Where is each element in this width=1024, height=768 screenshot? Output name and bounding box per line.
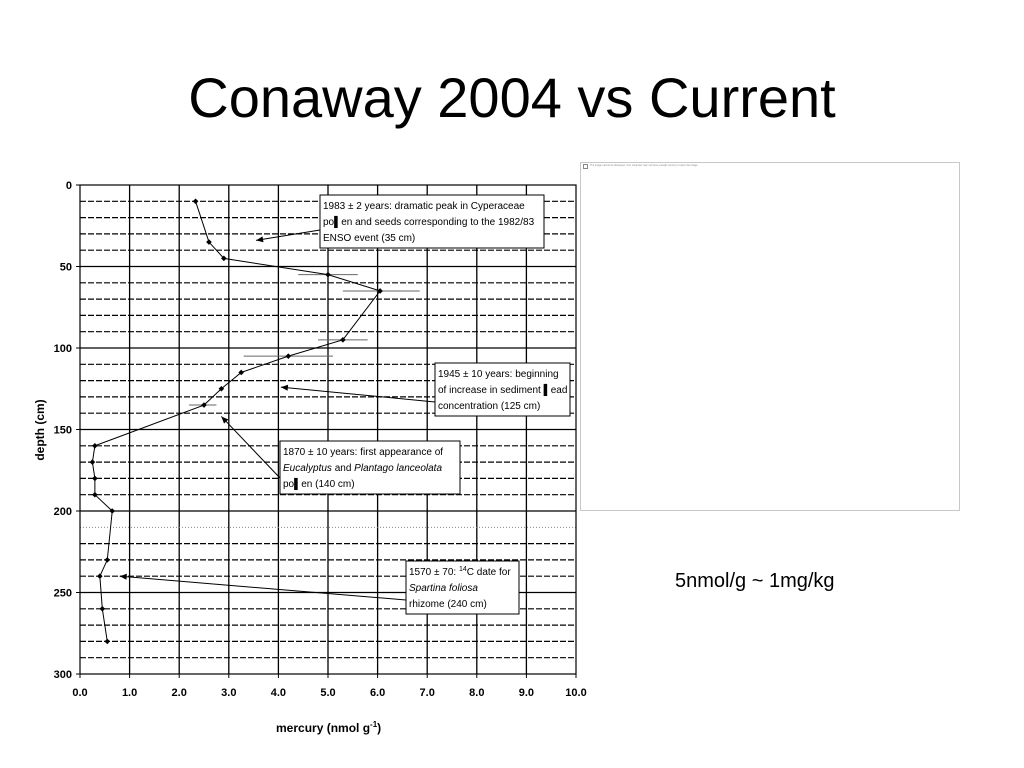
data-point [104,638,111,645]
x-axis-label-suffix: ) [377,721,381,735]
annotation-text-line: 1945 ± 10 years: beginning [438,369,559,380]
data-point [104,557,111,563]
broken-image-text: The image cannot be displayed. Your comp… [590,164,699,167]
ann-1570-annotation: 1570 ± 70: 14C date for Spartina foliosa r… [119,560,520,615]
annotation-box [434,362,571,417]
annotation-arrow-line [280,386,436,403]
y-tick-label: 300 [54,669,72,681]
annotation-text-line: of increase in sediment ▌ead [438,383,567,397]
annotation-text-line: 1570 ± 70: 14C date for [409,566,511,578]
annotation-superscript: 14 [459,566,467,573]
data-point [218,385,225,392]
x-tick-label: 0.0 [72,687,87,699]
data-point [340,337,346,343]
x-axis-label: mercury (nmol g-1) [276,720,381,735]
x-tick-label: 9.0 [519,687,534,699]
data-points [89,198,383,645]
y-axis-label: depth (cm) [33,399,47,460]
y-tick-label: 100 [54,343,72,355]
annotation-text-span: and [332,463,354,474]
data-point [99,606,106,612]
x-tick-label: 7.0 [420,687,435,699]
x-tick-label: 2.0 [172,687,187,699]
ann-1983-annotation: 1983 ± 2 years: dramatic peak in Cyperac… [255,194,545,249]
y-tick-label: 150 [54,425,72,437]
data-point [109,508,116,514]
annotation-box [319,194,545,249]
data-point [325,271,331,278]
axis-ticks: 0.0 1.0 2.0 3.0 4.0 5.0 6.0 7.0 8.0 9.0 10.0 0 50 100… [54,180,587,699]
x-tick-label: 1.0 [122,687,137,699]
data-point [92,491,98,498]
annotation-text-span: Plantago lanceolata [354,463,442,474]
annotation-text-line: po▌en and seeds corresponding to the 198… [323,215,535,229]
x-tick-label: 5.0 [320,687,335,699]
annotation-text-span: C date for [467,567,512,578]
annotation-text-line: concentration (125 cm) [438,401,540,412]
annotation-text-line: ENSO event (35 cm) [323,233,415,244]
data-point [285,353,292,359]
annotation-arrow-head [256,236,264,243]
y-tick-label: 50 [60,262,72,274]
ann-1945-annotation: 1945 ± 10 years: beginning of increase in… [280,362,571,417]
annotation-arrow-head [280,384,289,391]
x-tick-label: 10.0 [565,687,586,699]
annotation-arrow-head [221,416,229,424]
x-tick-label: 4.0 [271,687,286,699]
y-tick-label: 200 [54,506,72,518]
x-axis-label-main: mercury (nmol g [276,721,370,735]
data-point [89,459,96,465]
annotation-box [279,440,461,495]
annotation-text-line: rhizome (240 cm) [409,599,487,610]
data-point [238,369,244,376]
annotations: 1983 ± 2 years: dramatic peak in Cyperac… [119,194,571,615]
annotation-text-line: po▌en (140 cm) [283,477,355,491]
data-point [377,288,383,294]
annotation-text-span: Eucalyptus [283,463,332,474]
x-tick-label: 8.0 [469,687,484,699]
broken-image-placeholder: The image cannot be displayed. Your comp… [580,162,960,511]
ann-1870-annotation: 1870 ± 10 years: first appearance of Euca… [220,416,461,495]
annotation-arrow-line [255,229,321,241]
x-tick-label: 6.0 [370,687,385,699]
y-tick-label: 250 [54,588,72,600]
data-point [201,402,207,408]
annotation-text-line: Spartina foliosa [409,583,478,594]
data-point [92,475,98,482]
annotation-text-span: 1570 ± 70: [409,567,459,578]
y-tick-label: 0 [66,180,72,192]
slide-title: Conaway 2004 vs Current [188,66,836,129]
annotation-arrow-line [119,575,407,601]
unit-conversion-note: 5nmol/g ~ 1mg/kg [675,570,835,592]
data-point [92,443,98,449]
data-point [97,573,103,579]
data-point [206,239,212,245]
data-point [221,255,227,262]
annotation-text-line: 1870 ± 10 years: first appearance of [283,447,443,458]
x-tick-label: 3.0 [221,687,236,699]
broken-image-icon [583,164,588,169]
annotation-arrow-line [220,416,281,479]
annotation-text-line: Eucalyptus and Plantago lanceolata [283,463,442,474]
annotation-text-line: 1983 ± 2 years: dramatic peak in Cyperac… [323,201,525,212]
annotation-box [405,560,520,615]
x-axis-label-superscript: -1 [370,720,378,729]
data-point [192,198,199,205]
annotation-arrow-head [119,573,127,580]
